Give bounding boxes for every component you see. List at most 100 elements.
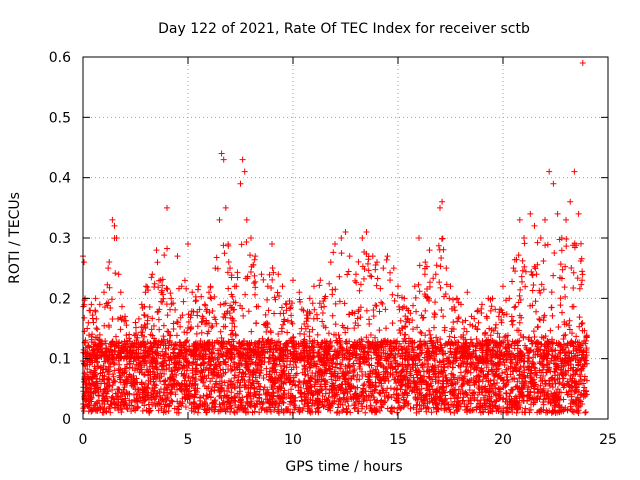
data-point — [361, 395, 368, 402]
data-point — [306, 333, 313, 340]
data-point — [206, 309, 213, 316]
data-point — [275, 330, 282, 337]
data-point — [549, 375, 556, 382]
data-point — [240, 370, 247, 377]
data-point — [223, 310, 230, 317]
data-point — [482, 392, 489, 399]
data-point — [296, 379, 303, 386]
data-point — [568, 265, 575, 272]
data-point — [495, 385, 502, 392]
data-point — [157, 394, 164, 401]
data-point — [253, 303, 260, 310]
data-point — [245, 308, 252, 315]
data-point — [578, 281, 585, 288]
data-point — [309, 300, 316, 307]
data-point — [304, 315, 311, 322]
data-point — [209, 322, 216, 329]
data-point — [262, 390, 269, 397]
data-point — [315, 409, 322, 416]
data-point — [182, 374, 189, 381]
data-point — [356, 287, 363, 294]
data-point — [446, 295, 453, 302]
data-point — [234, 274, 241, 281]
data-point — [155, 407, 162, 414]
data-point — [492, 321, 499, 328]
data-point — [487, 307, 494, 314]
data-point — [501, 361, 508, 368]
data-point — [461, 325, 468, 332]
data-point — [164, 245, 171, 252]
data-point — [430, 275, 437, 282]
data-point — [383, 325, 390, 332]
data-point — [528, 268, 535, 275]
data-point — [399, 325, 406, 332]
data-point — [404, 316, 411, 323]
data-point — [576, 314, 583, 321]
data-point — [105, 299, 112, 306]
data-point — [94, 326, 101, 333]
data-point — [243, 398, 250, 405]
data-point — [408, 343, 415, 350]
data-point — [170, 325, 177, 332]
data-point — [357, 314, 364, 321]
data-point — [548, 358, 555, 365]
data-point — [562, 293, 569, 300]
data-point — [449, 325, 456, 332]
data-point — [278, 304, 285, 311]
data-point — [498, 408, 505, 415]
data-point — [533, 271, 540, 278]
data-point — [338, 250, 345, 257]
data-point — [334, 360, 341, 367]
data-point — [139, 407, 146, 414]
data-point — [288, 312, 295, 319]
data-point — [319, 310, 326, 317]
data-point — [530, 281, 537, 288]
data-point — [466, 343, 473, 350]
data-point — [551, 249, 558, 256]
data-point — [269, 351, 276, 358]
data-point — [475, 319, 482, 326]
data-point — [535, 323, 542, 330]
data-point — [471, 389, 478, 396]
data-point — [264, 296, 271, 303]
data-point — [534, 239, 541, 246]
data-point — [354, 315, 361, 322]
data-point — [378, 299, 385, 306]
data-point — [549, 352, 556, 359]
data-point — [280, 321, 287, 328]
data-point — [225, 259, 232, 266]
data-point — [267, 329, 274, 336]
data-point — [522, 283, 529, 290]
data-point — [410, 302, 417, 309]
data-point — [94, 334, 101, 341]
data-point — [508, 318, 515, 325]
data-point — [251, 291, 258, 298]
data-point — [112, 270, 119, 277]
data-point — [111, 367, 118, 374]
data-point — [432, 311, 439, 318]
data-point — [558, 247, 565, 254]
data-point — [435, 242, 442, 249]
data-point — [196, 355, 203, 362]
data-point — [536, 317, 543, 324]
data-point — [512, 268, 519, 275]
data-point — [198, 329, 205, 336]
data-point — [428, 409, 435, 416]
data-point — [148, 274, 155, 281]
data-point — [107, 409, 114, 416]
data-point — [561, 284, 568, 291]
data-point — [228, 272, 235, 279]
data-point — [159, 282, 166, 289]
data-point — [488, 303, 495, 310]
data-point — [548, 289, 555, 296]
data-point — [215, 347, 222, 354]
data-point — [168, 368, 175, 375]
data-point — [367, 272, 374, 279]
data-point — [262, 311, 269, 318]
data-point — [518, 273, 525, 280]
data-point — [111, 347, 118, 354]
data-point — [519, 257, 526, 264]
data-point — [432, 299, 439, 306]
data-point — [494, 379, 501, 386]
data-point — [387, 269, 394, 276]
